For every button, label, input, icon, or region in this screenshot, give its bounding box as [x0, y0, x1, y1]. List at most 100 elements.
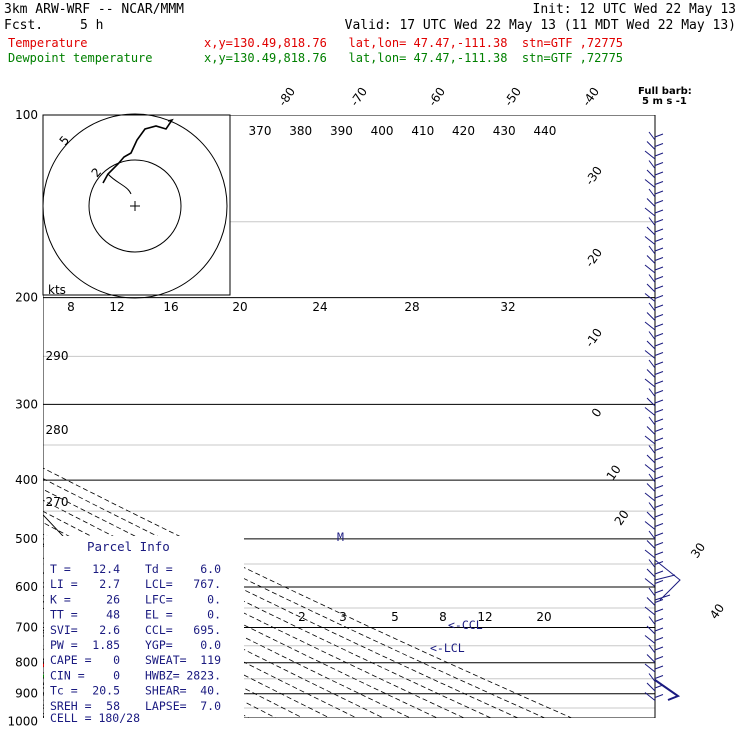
- wind-barb: [644, 578, 664, 587]
- level-marker: M: [337, 530, 344, 544]
- parcel-param-value: 58: [106, 699, 120, 713]
- pressure-tick-label: 500: [15, 532, 38, 546]
- hodograph-speed-tick: 32: [500, 300, 515, 314]
- parcel-param-name: TT =: [50, 608, 78, 622]
- parcel-info-title: Parcel Info: [87, 539, 170, 554]
- wind-barb: [646, 169, 664, 179]
- parcel-param-value: 12.4: [92, 562, 120, 576]
- pressure-tick-label: 300: [15, 397, 38, 411]
- hodograph-ring: [88, 159, 182, 253]
- wind-barb: [648, 217, 664, 226]
- parcel-param-name: SHEAR=: [145, 684, 187, 698]
- parcel-param-name: EL =: [145, 608, 173, 622]
- parcel-info-box: Parcel Info T = 12.4 Td = 6.0 LI = 2.7 LCL= 767.…: [44, 536, 244, 725]
- dry-adiabat-line: [0, 115, 34, 734]
- theta-tick-label: 420: [452, 124, 475, 138]
- wind-barb: [646, 426, 664, 435]
- legend-dewpoint-info: x,y=130.49,818.76 lat,lon= 47.47,-111.38…: [204, 51, 624, 65]
- wind-barb: [648, 616, 664, 625]
- wind-barb: [646, 483, 664, 492]
- hodograph-speed-tick: 28: [404, 300, 419, 314]
- wind-barb: [648, 302, 664, 312]
- hodograph-speed-tick: 8: [67, 300, 75, 314]
- parcel-param-name: LAPSE=: [145, 699, 187, 713]
- isotherm-tick-label: -40: [579, 85, 602, 109]
- wind-panel-label: 40: [707, 601, 727, 622]
- parcel-param-name: HWBZ=: [145, 668, 180, 682]
- parcel-param-name: SREH =: [50, 699, 92, 713]
- pressure-tick-label: 400: [15, 473, 38, 487]
- wind-barb: [644, 692, 664, 701]
- hodograph-frame: [42, 114, 231, 296]
- pressure-tick-label: 900: [15, 687, 38, 701]
- parcel-param-name: Tc =: [50, 684, 78, 698]
- parcel-param-value: 1.85: [92, 638, 120, 652]
- wind-barb: [646, 141, 664, 150]
- wind-barb: [644, 179, 664, 188]
- wind-barb: [646, 625, 664, 635]
- parcel-param-value: 0: [113, 653, 120, 667]
- parcel-param-name: K =: [50, 592, 71, 606]
- hodograph-speed-tick: 20: [232, 300, 247, 314]
- legend-temperature-info: x,y=130.49,818.76 lat,lon= 47.47,-111.38…: [204, 36, 624, 50]
- wind-barb: [646, 255, 664, 264]
- isotherm-line: [0, 115, 33, 734]
- wind-barb: [644, 293, 664, 302]
- pressure-tick-label: 800: [15, 656, 38, 670]
- barb-legend-units: 5 m s -1: [642, 96, 687, 107]
- wind-barb: [644, 492, 664, 502]
- isotherm-tick-label: -30: [582, 164, 605, 188]
- pressure-tick-label: 700: [15, 621, 38, 635]
- parcel-param-value: 6.0: [200, 562, 221, 576]
- parcel-param-value: 2.7: [99, 577, 120, 591]
- model-title: 3km ARW-WRF -- NCAR/MMM: [4, 2, 185, 17]
- barb-legend-title: Full barb:: [638, 86, 692, 97]
- wind-barb: [644, 407, 664, 416]
- wind-barb: [646, 369, 664, 378]
- wind-barb: [648, 445, 664, 454]
- parcel-param-value: 695.: [193, 623, 221, 637]
- parcel-param-name: SVI=: [50, 623, 78, 637]
- hodograph-speed-tick: 16: [163, 300, 178, 314]
- dry-adiabat-line: [0, 115, 7, 734]
- forecast-label: Fcst.: [4, 18, 44, 33]
- parcel-param-name: Td =: [145, 562, 173, 576]
- hodograph-trace-inner: [107, 173, 132, 195]
- mixing-ratio-label: 5: [391, 610, 399, 624]
- wind-barb-lower: [654, 679, 681, 701]
- hodograph: 52: [42, 113, 231, 299]
- wind-barb: [646, 198, 664, 207]
- parcel-param-value: 40.: [200, 684, 221, 698]
- dry-adiabat-line: [43, 467, 573, 718]
- parcel-cell-value: CELL = 180/28: [50, 711, 140, 725]
- wind-barb: [644, 606, 664, 616]
- theta-tick-label: 270: [46, 495, 69, 509]
- wind-barb: [646, 312, 664, 321]
- parcel-param-value: 2823.: [186, 668, 221, 682]
- wind-barb: [648, 359, 664, 369]
- wind-barb: [648, 388, 664, 397]
- wind-barb: [644, 464, 664, 473]
- wind-barb: [644, 150, 664, 160]
- pressure-tick-label: 1000: [7, 715, 38, 729]
- theta-tick-label: 370: [249, 124, 272, 138]
- hodograph-speed-unit: kts: [48, 283, 66, 297]
- dry-adiabat-line: [43, 557, 358, 718]
- wind-barb: [646, 511, 664, 521]
- parcel-param-value: 48: [106, 608, 120, 622]
- pressure-tick-label: 200: [15, 291, 38, 305]
- wind-panel-label: 30: [688, 540, 708, 561]
- wind-barb: [648, 416, 664, 426]
- parcel-param-name: CCL=: [145, 623, 173, 637]
- wind-barb: [648, 502, 664, 511]
- dry-adiabat-line: [43, 533, 412, 718]
- wind-barb: [648, 131, 664, 141]
- wind-barb: [644, 435, 664, 445]
- isotherm-tick-label: 20: [612, 507, 632, 528]
- parcel-param-value: 0: [113, 668, 120, 682]
- wind-barb: [644, 321, 664, 331]
- pressure-tick-label: 100: [15, 108, 38, 122]
- wind-barb: [644, 350, 664, 359]
- parcel-param-value: 0.0: [200, 638, 221, 652]
- legend-dewpoint-name: Dewpoint temperature: [8, 51, 153, 65]
